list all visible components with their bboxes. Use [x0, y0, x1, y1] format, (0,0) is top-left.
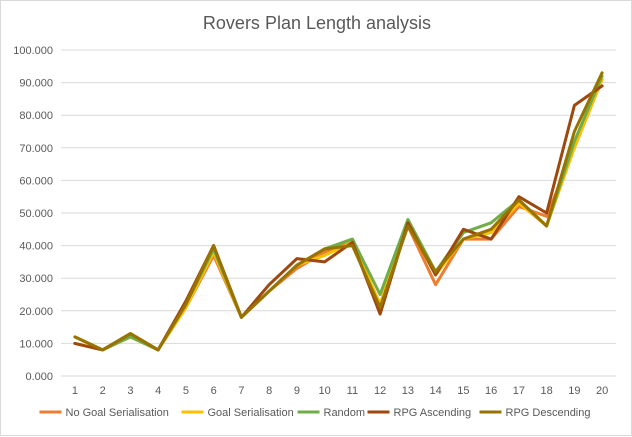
- x-tick-label: 2: [100, 385, 106, 397]
- legend-item: Random: [298, 407, 366, 419]
- y-tick-label: 90.000: [19, 78, 53, 90]
- legend-item: No Goal Serialisation: [40, 407, 169, 419]
- series-line-rpg-descending: [75, 73, 602, 350]
- y-tick-label: 40.000: [19, 241, 53, 253]
- y-tick-label: 70.000: [19, 143, 53, 155]
- legend-item: Goal Serialisation: [182, 407, 294, 419]
- series-no-goal-serialisation: [75, 79, 602, 350]
- y-tick-label: 20.000: [19, 306, 53, 318]
- y-tick-label: 30.000: [19, 273, 53, 285]
- series-rpg-descending: [75, 73, 602, 350]
- x-tick-label: 5: [183, 385, 189, 397]
- legend-label: Random: [324, 407, 366, 419]
- x-tick-label: 12: [374, 385, 386, 397]
- x-tick-label: 9: [294, 385, 300, 397]
- x-tick-label: 18: [541, 385, 553, 397]
- x-tick-label: 8: [266, 385, 272, 397]
- legend-label: No Goal Serialisation: [66, 407, 169, 419]
- x-tick-label: 20: [596, 385, 608, 397]
- x-tick-label: 14: [430, 385, 442, 397]
- x-tick-label: 15: [457, 385, 469, 397]
- x-tick-label: 1: [72, 385, 78, 397]
- x-tick-label: 6: [211, 385, 217, 397]
- chart-title: Rovers Plan Length analysis: [203, 13, 431, 33]
- legend-label: RPG Ascending: [394, 407, 472, 419]
- legend: No Goal Serialisation Goal Serialisation R…: [40, 407, 591, 419]
- y-tick-label: 60.000: [19, 175, 53, 187]
- legend-item: RPG Ascending: [368, 407, 472, 419]
- x-tick-label: 4: [155, 385, 161, 397]
- x-tick-label: 16: [485, 385, 497, 397]
- x-tick-label: 17: [513, 385, 525, 397]
- x-tick-label: 11: [347, 385, 358, 397]
- x-tick-label: 7: [238, 385, 244, 397]
- y-tick-label: 10.000: [19, 338, 53, 350]
- y-tick-label: 100.000: [13, 45, 53, 57]
- x-tick-label: 10: [319, 385, 331, 397]
- series-line-no-goal-serialisation: [75, 79, 602, 350]
- x-tick-label: 3: [127, 385, 133, 397]
- x-tick-label: 19: [568, 385, 580, 397]
- legend-label: RPG Descending: [506, 407, 591, 419]
- y-tick-label: 80.000: [19, 110, 53, 122]
- series-lines: [75, 73, 602, 350]
- y-tick-label: 50.000: [19, 208, 53, 220]
- y-tick-label: 0.000: [25, 371, 53, 383]
- x-tick-label: 13: [402, 385, 414, 397]
- series-goal-serialisation: [75, 79, 602, 350]
- series-line-goal-serialisation: [75, 79, 602, 350]
- legend-label: Goal Serialisation: [208, 407, 294, 419]
- y-axis-ticks: 0.000 10.000 20.000 30.000 40.000 50.000 60.00…: [13, 45, 53, 383]
- legend-item: RPG Descending: [480, 407, 591, 419]
